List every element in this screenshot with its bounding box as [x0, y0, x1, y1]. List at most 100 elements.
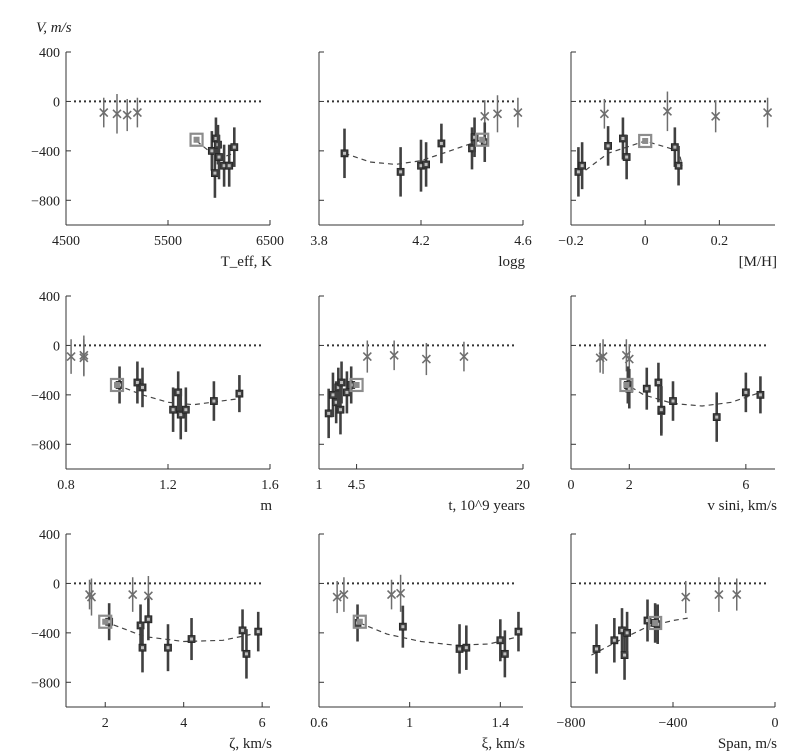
- x-tick-label: 0: [568, 478, 575, 493]
- star-point-center: [473, 135, 477, 139]
- x-axis-label: Span, m/s: [718, 736, 777, 752]
- star-point-center: [139, 623, 143, 627]
- star-point-center: [612, 638, 616, 642]
- cross-point: [598, 351, 608, 362]
- x-tick-label: 4.5: [348, 478, 366, 493]
- star-point-center: [107, 620, 111, 624]
- star-point-center: [498, 638, 502, 642]
- sun-point: [98, 614, 113, 629]
- star-point-center: [503, 652, 507, 656]
- star-point-center: [673, 145, 677, 149]
- star-point-center: [623, 653, 627, 657]
- sun-point: [189, 132, 204, 147]
- star-point-center: [334, 400, 338, 404]
- star-point-center: [135, 381, 139, 384]
- y-tick-label: −800: [31, 438, 60, 453]
- sun-point-center: [623, 381, 630, 388]
- x-tick-label: 1.4: [492, 716, 510, 731]
- star-point-center: [715, 415, 719, 419]
- x-tick-label: −800: [557, 716, 586, 731]
- x-axis-label: ζ, km/s: [229, 736, 272, 752]
- cross-point: [86, 592, 97, 602]
- panel-xi: 0.6 1 1.4 ξ, km/s: [310, 533, 526, 752]
- x-tick-label: 1: [316, 478, 323, 493]
- panel-teff: 400 0 −400 −800 4500 5500 6500 T_eff, K: [31, 46, 284, 270]
- star-point-center: [606, 144, 610, 148]
- cross-point: [112, 109, 122, 119]
- star-point-center: [576, 170, 580, 174]
- star-point-center: [419, 164, 423, 168]
- x-tick-label: 4.6: [514, 234, 532, 249]
- star-point-center: [244, 652, 248, 656]
- star-point-center: [214, 137, 218, 140]
- star-point-center: [336, 385, 340, 389]
- x-tick-label: 0: [772, 716, 779, 731]
- x-tick-label: 1: [406, 716, 413, 731]
- star-point-center: [227, 164, 231, 168]
- x-tick-label: 4: [180, 716, 187, 731]
- star-point-center: [621, 137, 625, 140]
- star-point-center: [232, 145, 236, 149]
- x-axis-label: T_eff, K: [221, 254, 273, 270]
- x-tick-label: 0.6: [310, 716, 328, 731]
- x-tick-label: −400: [659, 716, 688, 731]
- cross-point: [513, 107, 523, 118]
- x-tick-label: 5500: [154, 234, 182, 249]
- sun-point-center: [114, 381, 120, 388]
- star-point-center: [256, 630, 260, 634]
- star-point-center: [580, 164, 584, 168]
- x-tick-label: 0.2: [711, 234, 729, 249]
- star-point-center: [645, 387, 649, 391]
- sun-point: [475, 132, 490, 147]
- x-tick-label: 0.8: [57, 478, 75, 493]
- star-point-center: [179, 413, 183, 417]
- star-point-center: [758, 393, 762, 397]
- x-tick-label: 0: [642, 234, 649, 249]
- star-point-center: [671, 399, 675, 403]
- cross-point: [122, 110, 132, 120]
- cross-point: [714, 589, 724, 600]
- sun-point: [109, 377, 125, 393]
- cross-point: [624, 354, 634, 364]
- y-tick-label: 400: [39, 290, 60, 305]
- star-point-center: [171, 408, 175, 412]
- cross-point: [763, 107, 773, 118]
- cross-point: [66, 351, 76, 362]
- sun-point-center: [193, 136, 200, 143]
- x-axis-label: t, 10^9 years: [448, 498, 525, 514]
- x-axis-label: [M/H]: [739, 254, 777, 270]
- sun-point-center: [353, 381, 360, 388]
- star-point-center: [176, 390, 180, 394]
- x-axis-label: ξ, km/s: [482, 736, 526, 752]
- panel-age: 1 4.5 20 t, 10^9 years: [316, 295, 530, 514]
- star-point-center: [744, 390, 748, 394]
- panel-metal: −0.2 0 0.2 [M/H]: [558, 51, 777, 270]
- x-axis-label: m: [260, 498, 272, 514]
- star-point-center: [241, 628, 245, 632]
- cross-point: [386, 589, 397, 600]
- star-point-center: [401, 625, 405, 629]
- star-point-center: [237, 392, 241, 396]
- trend-line: [344, 139, 483, 166]
- star-point-center: [141, 385, 144, 389]
- y-tick-label: 400: [39, 46, 60, 61]
- star-point-center: [184, 408, 188, 412]
- cross-point: [99, 107, 109, 118]
- x-axis-label: v sini, km/s: [707, 498, 777, 514]
- star-point-center: [327, 411, 331, 415]
- star-point-center: [470, 146, 474, 150]
- trend-line: [104, 621, 259, 643]
- cross-point: [362, 351, 372, 362]
- sun-point-center: [652, 619, 659, 626]
- cross-point: [143, 591, 153, 601]
- star-point-center: [458, 647, 462, 651]
- cross-point: [599, 109, 609, 119]
- x-axis-label: logg: [498, 254, 525, 270]
- panel-vsini: 0 2 6 v sini, km/s: [568, 295, 777, 514]
- sun-point: [619, 377, 634, 393]
- star-point-center: [424, 162, 428, 166]
- cross-point: [662, 106, 673, 116]
- star-point-center: [338, 408, 342, 412]
- star-point-center: [677, 164, 681, 168]
- star-point-center: [399, 170, 403, 174]
